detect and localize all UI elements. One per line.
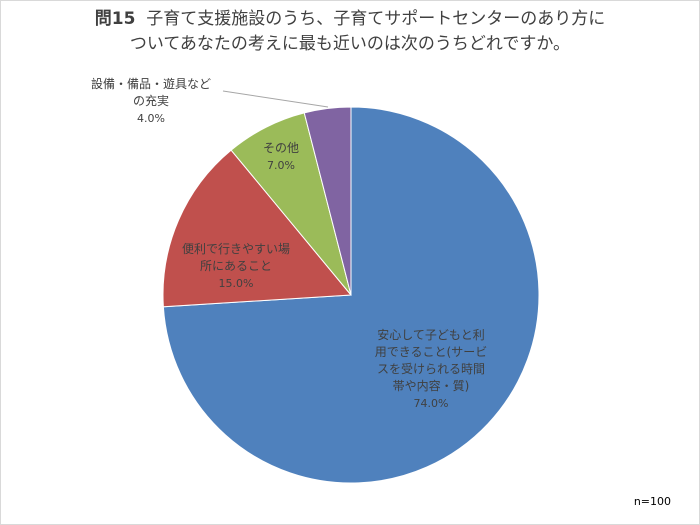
- leader-line: [222, 90, 329, 108]
- chart-title: 問15 子育て支援施設のうち、子育てサポートセンターのあり方に ついてあなたの考…: [1, 7, 699, 57]
- question-number: 問15: [94, 9, 136, 29]
- slice-purple: [303, 106, 352, 296]
- label-green: その他 7.0%: [262, 141, 299, 172]
- title-line-2: ついてあなたの考えに最も近いのは次のうちどれですか。: [129, 34, 571, 54]
- title-line-1: 子育て支援施設のうち、子育てサポートセンターのあり方に: [146, 9, 606, 29]
- slice-red: [162, 149, 353, 308]
- label-blue: 安心して子どもと利 用できること(サービ スを受けられる時間 帯や内容・質) 7…: [374, 328, 488, 410]
- sample-size: n=100: [633, 495, 671, 508]
- label-purple: 設備・備品・遊具など の充実 4.0%: [90, 77, 211, 125]
- label-red: 便利で行きやすい場 所にあること 15.0%: [181, 242, 290, 290]
